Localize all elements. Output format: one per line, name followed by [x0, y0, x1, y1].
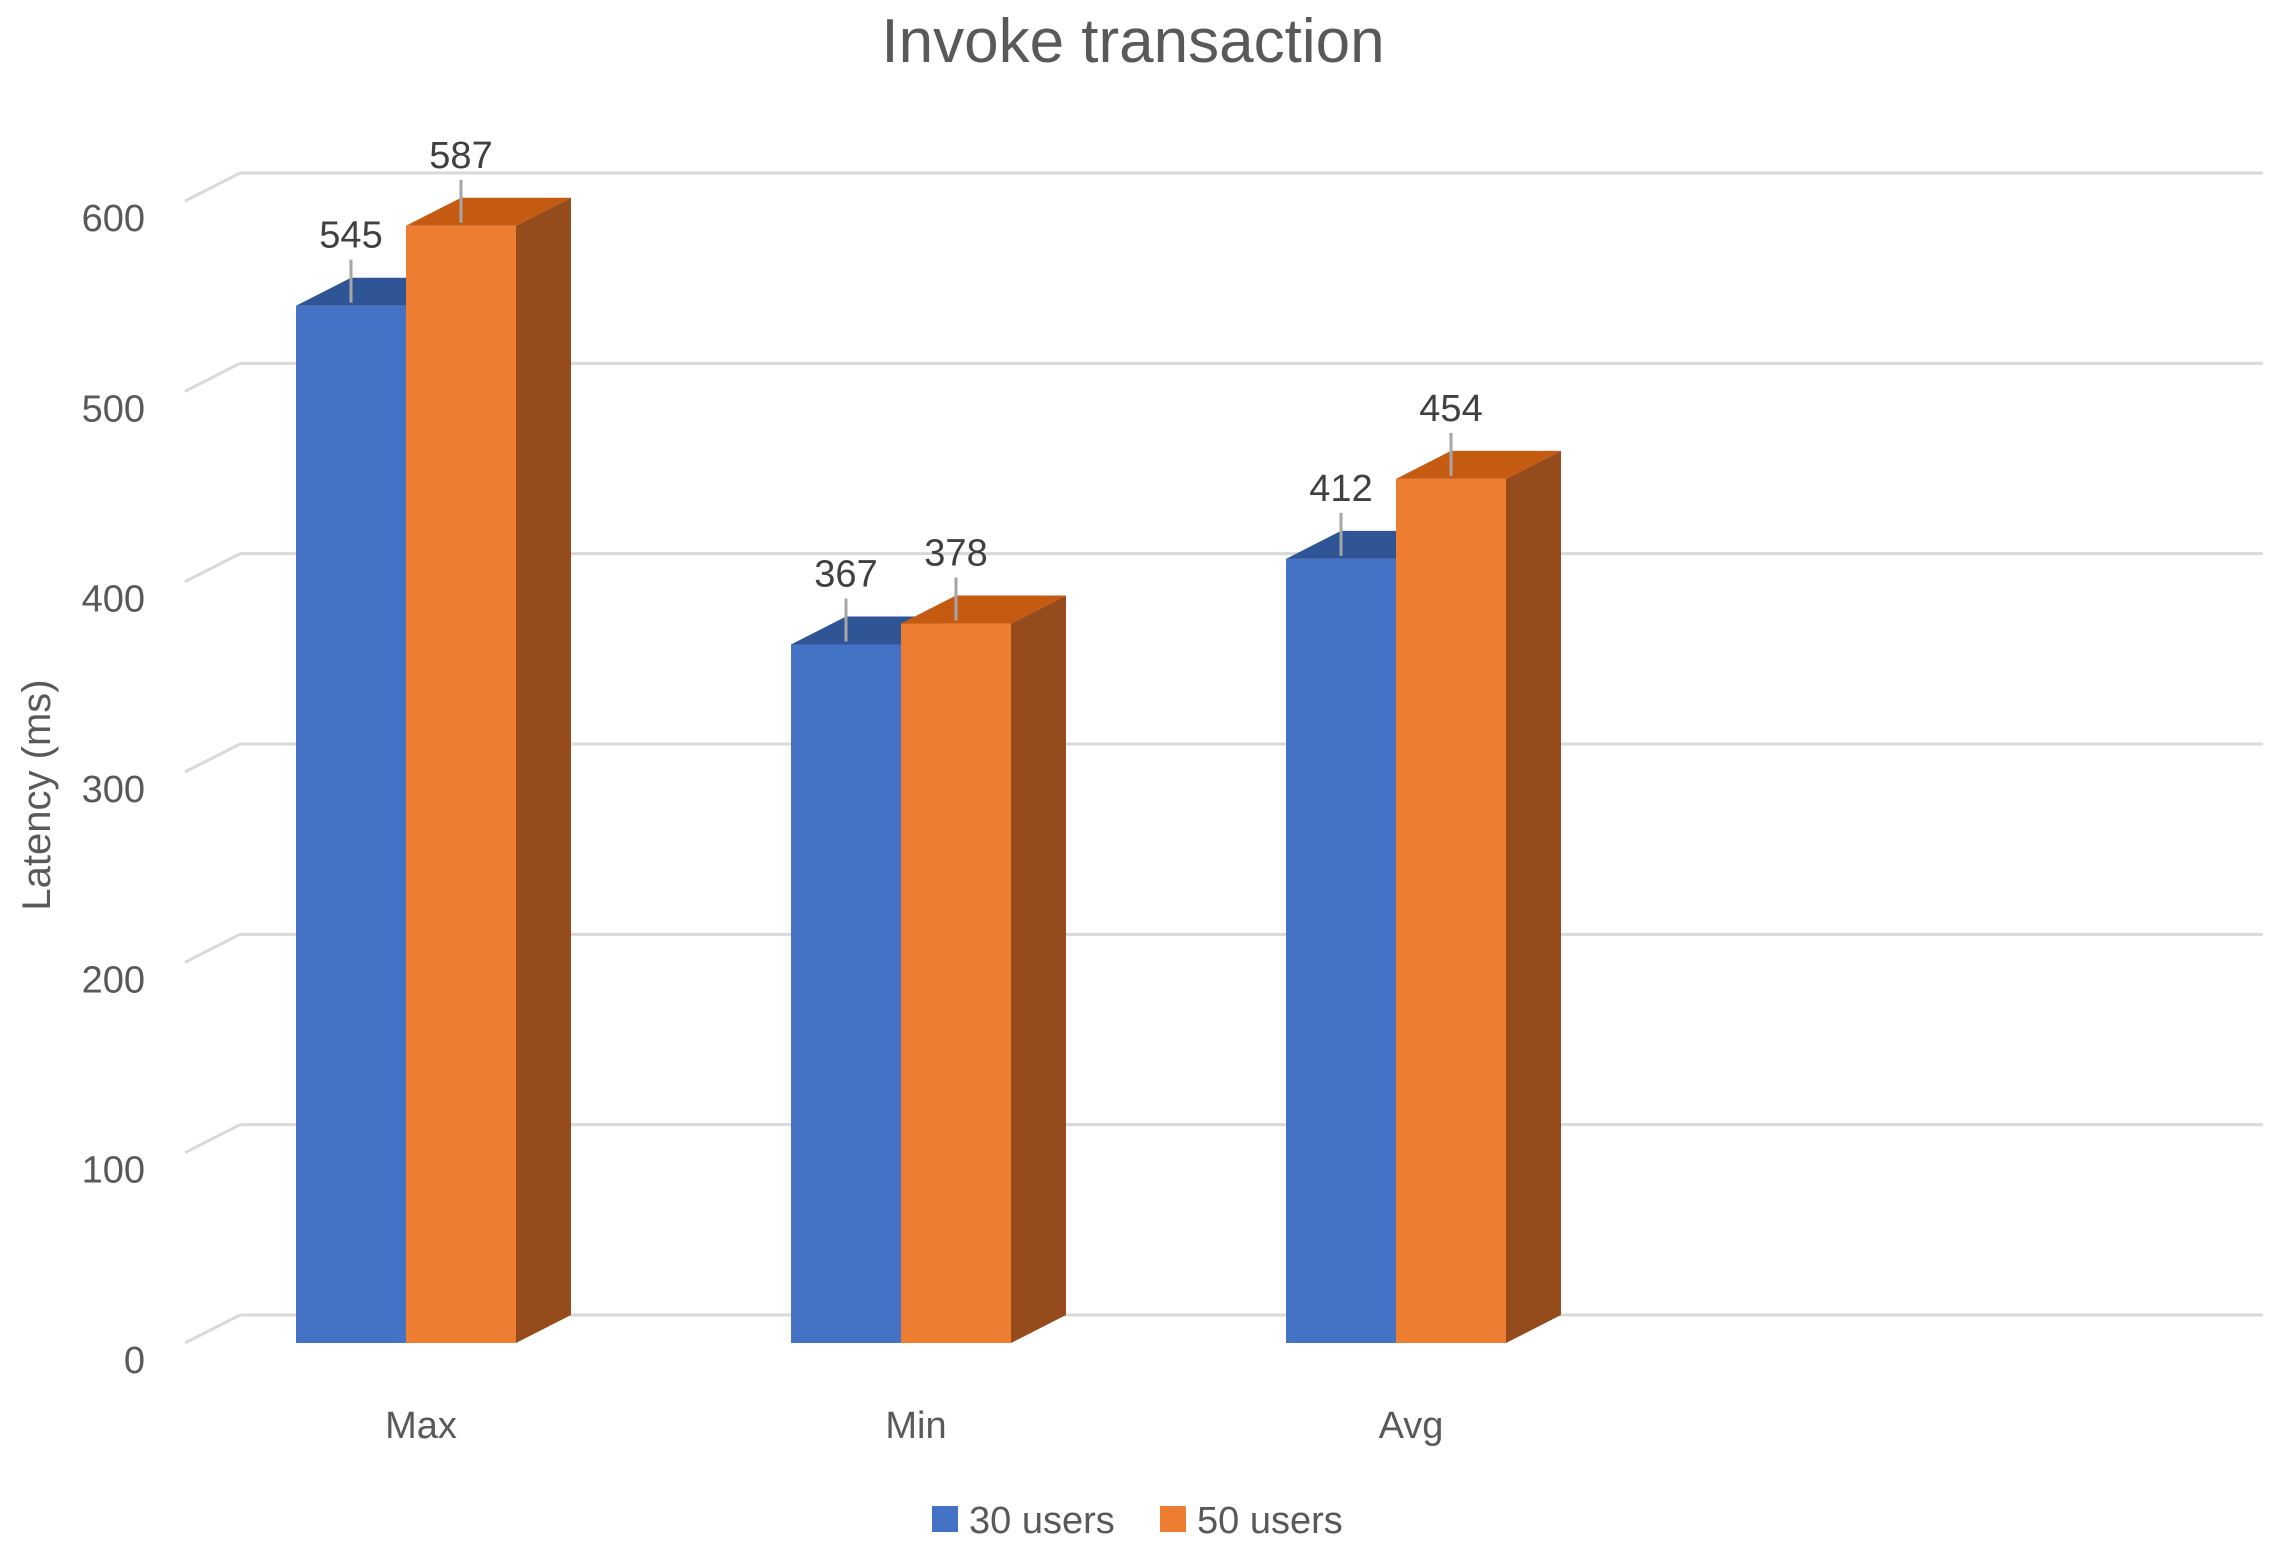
data-label: 545: [319, 215, 382, 257]
gridline-depth: [184, 362, 241, 393]
legend-label: 50 users: [1197, 1500, 1343, 1542]
data-label: 587: [429, 135, 492, 177]
data-label: 367: [814, 553, 877, 595]
y-axis-ticks: 0 100 200 300 400 500 600: [82, 198, 145, 1382]
chart-title: Invoke transaction: [881, 7, 1384, 76]
data-label: 454: [1419, 388, 1482, 430]
y-tick-label: 600: [82, 198, 145, 240]
data-label: 378: [924, 533, 987, 575]
legend: 30 users 50 users: [932, 1500, 1343, 1542]
bar-top-face: [1396, 450, 1561, 479]
bar-side-face: [1011, 595, 1066, 1343]
gridlines: [184, 171, 2263, 1345]
bar-avg-30-users: [1286, 530, 1451, 1343]
y-tick-label: 500: [82, 388, 145, 430]
bar-front-face: [791, 644, 901, 1343]
gridline-depth: [184, 933, 241, 964]
x-category-label: Min: [885, 1405, 946, 1447]
y-axis-label: Latency (ms): [15, 679, 59, 910]
data-label: 412: [1309, 468, 1372, 510]
bars: [296, 197, 1561, 1343]
data-labels: 545 587 367 378 412 454: [319, 135, 1483, 642]
x-axis-categories: Max Min Avg: [385, 1405, 1443, 1447]
y-tick-label: 300: [82, 769, 145, 811]
bar-front-face: [296, 305, 406, 1343]
bar-top-face: [901, 595, 1066, 624]
x-category-label: Avg: [1379, 1405, 1444, 1447]
bar-front-face: [406, 225, 516, 1343]
legend-label: 30 users: [969, 1500, 1115, 1542]
bar-front-face: [1396, 478, 1506, 1343]
legend-swatch: [932, 1506, 958, 1532]
bar-top-face: [406, 197, 571, 226]
gridline-depth: [184, 1313, 241, 1345]
x-category-label: Max: [385, 1405, 457, 1447]
bar-side-face: [1506, 450, 1561, 1343]
gridline-depth: [184, 171, 241, 203]
y-tick-label: 400: [82, 579, 145, 621]
bar-avg-50-users: [1396, 450, 1561, 1343]
bar-side-face: [516, 197, 571, 1343]
bar-min-50-users: [901, 595, 1066, 1343]
bar-front-face: [1286, 558, 1396, 1343]
y-tick-label: 100: [82, 1150, 145, 1192]
y-tick-label: 0: [124, 1340, 145, 1382]
y-tick-label: 200: [82, 959, 145, 1001]
bar-max-30-users: [296, 277, 461, 1343]
gridline-depth: [184, 742, 241, 774]
gridline-depth: [184, 552, 241, 584]
legend-swatch: [1160, 1506, 1186, 1532]
bar-front-face: [901, 623, 1011, 1343]
gridline-depth: [184, 1123, 241, 1155]
bar-max-50-users: [406, 197, 571, 1343]
